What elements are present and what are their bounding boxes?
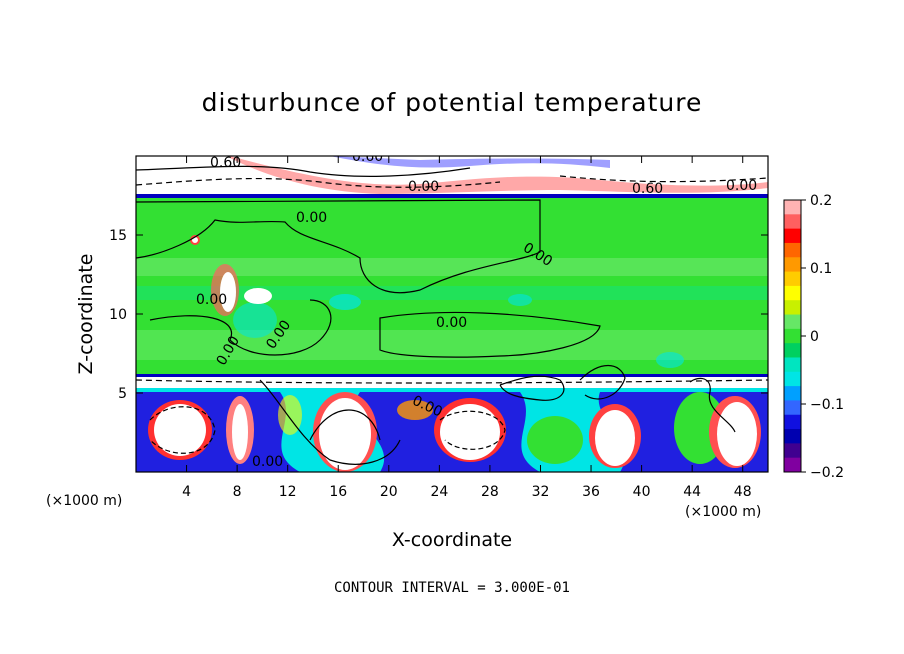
warm-cells: [148, 392, 761, 472]
colorbar-swatch: [784, 300, 801, 316]
contour-label: 0.00: [296, 210, 327, 226]
colorbar-swatch: [784, 386, 801, 401]
x-unit-left: (×1000 m): [46, 493, 122, 509]
contour-label: 0.60: [352, 149, 383, 165]
cyan-spot-3: [656, 352, 684, 368]
colorbar-swatch: [784, 457, 801, 473]
plot-area: 0.60 0.60 0.00 0.60 0.00 0.00 0.00 0.00 …: [136, 149, 768, 472]
colorbar-tick-label: −0.1: [810, 397, 844, 413]
colorbar-swatch: [784, 228, 801, 244]
colorbar-swatch: [784, 314, 801, 330]
light-green-band-2: [136, 286, 768, 300]
x-tick-label: 32: [532, 484, 550, 500]
colorbar-swatch: [784, 257, 801, 273]
x-tick-label: 20: [380, 484, 398, 500]
contour-lines: [136, 165, 768, 465]
x-axis-ticks: 4 8 12 16 20 24 28 32 36 40 44 48: [182, 156, 752, 500]
colorbar-swatch: [784, 343, 801, 358]
x-tick-label: 48: [734, 484, 752, 500]
x-tick-label: 24: [430, 484, 448, 500]
x-unit-right: (×1000 m): [685, 504, 761, 520]
y-tick-label: 15: [109, 228, 127, 244]
contour-label: 0.00: [436, 315, 467, 331]
colorbar-swatch: [784, 285, 801, 301]
y-axis-label: Z-coordinate: [75, 254, 97, 375]
x-tick-label: 40: [633, 484, 651, 500]
x-tick-label: 4: [182, 484, 191, 500]
y-axis-ticks: 5 10 15: [109, 228, 768, 402]
x-tick-label: 8: [233, 484, 242, 500]
colorbar-swatch: [784, 357, 801, 373]
contour-label: 0.00: [196, 292, 227, 308]
contour-interval-note: CONTOUR INTERVAL = 3.000E-01: [334, 580, 570, 596]
contour-label: 0.00: [726, 178, 757, 194]
colorbar-swatch: [784, 242, 801, 258]
upper-red-streak: [230, 156, 768, 194]
colorbar-swatch: [784, 200, 801, 215]
cyan-spot-1: [329, 294, 361, 310]
tropopause-line: [136, 194, 768, 198]
contour-label: 0.60: [632, 181, 663, 197]
colorbar-ticks: 0.2 0.1 0 −0.1 −0.2: [801, 193, 844, 481]
light-green-band-1: [136, 258, 768, 276]
inversion-blue-line: [136, 374, 768, 377]
colorbar-swatch: [784, 443, 801, 459]
colorbar: [784, 200, 801, 473]
colorbar-swatch: [784, 271, 801, 287]
chart-title: disturbunce of potential temperature: [202, 88, 703, 117]
inversion-white-band: [136, 376, 768, 388]
colorbar-swatch: [784, 328, 801, 344]
y-tick-label: 10: [109, 307, 127, 323]
colorbar-swatch: [784, 400, 801, 416]
contour-label: 0.00: [252, 454, 283, 470]
cyan-spot-4: [233, 302, 277, 338]
plume-features: [190, 235, 272, 316]
colorbar-swatch: [784, 414, 801, 430]
colorbar-tick-label: 0: [810, 329, 819, 345]
contour-label: 0.60: [210, 155, 241, 171]
contour-label: 0.00: [408, 179, 439, 195]
x-tick-label: 16: [329, 484, 347, 500]
colorbar-tick-label: 0.1: [810, 261, 832, 277]
colorbar-swatch: [784, 371, 801, 387]
colorbar-tick-label: 0.2: [810, 193, 832, 209]
colorbar-swatch: [784, 429, 801, 444]
x-tick-label: 28: [481, 484, 499, 500]
y-tick-label: 5: [118, 386, 127, 402]
x-axis-label: X-coordinate: [392, 529, 512, 551]
colorbar-tick-label: −0.2: [810, 465, 844, 481]
cyan-spot-2: [508, 294, 532, 306]
x-tick-label: 12: [279, 484, 297, 500]
x-tick-label: 44: [683, 484, 701, 500]
x-tick-label: 36: [582, 484, 600, 500]
colorbar-swatch: [784, 214, 801, 230]
